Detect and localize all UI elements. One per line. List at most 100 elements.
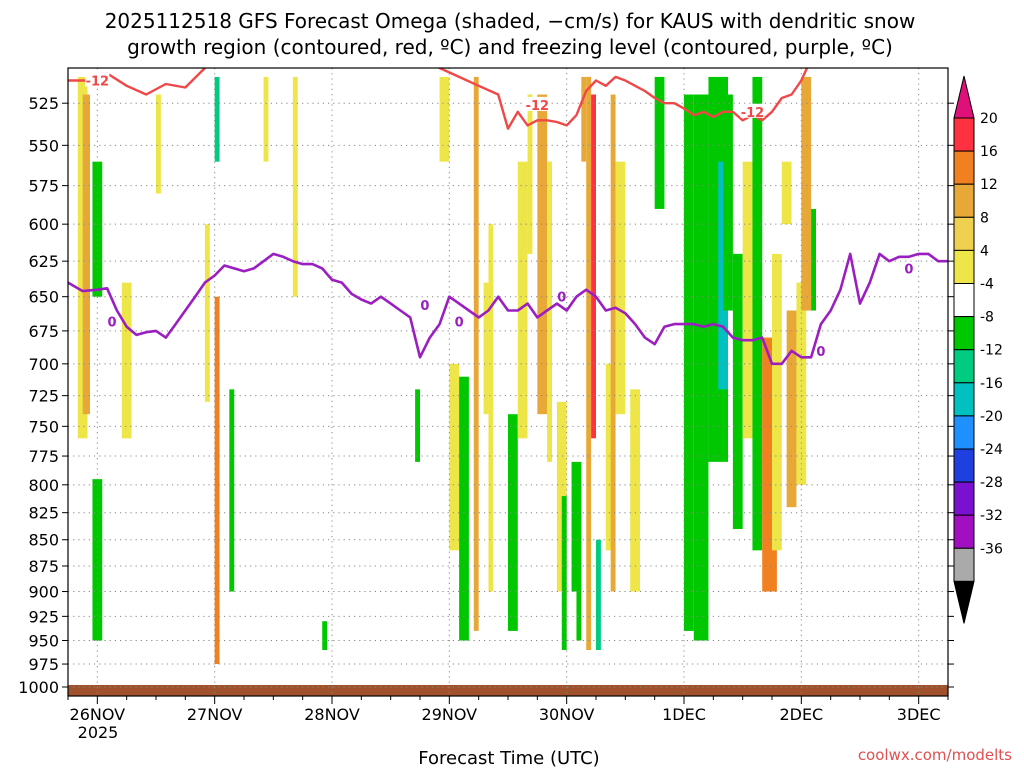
snow-contour-label: -12: [526, 99, 550, 114]
omega-patch-38: [684, 94, 694, 631]
grid-lines: [68, 68, 948, 696]
omega-patch-12: [322, 621, 328, 650]
x-axis-label: Forecast Time (UTC): [418, 748, 599, 768]
snow-contour-label: -12: [741, 106, 765, 121]
colorbar-label-4: 4: [980, 243, 989, 259]
xtick-label-26NOV: 26NOV: [70, 705, 126, 724]
colorbar-swatch-4: [953, 249, 975, 284]
colorbar-label--24: -24: [980, 442, 1003, 458]
ytick-label-925: 925: [28, 607, 59, 626]
y-axis: 525 550 575 600 625 650 675 700 725 750 775 800 825 8…: [18, 94, 954, 697]
colorbar-label--12: -12: [980, 343, 1003, 359]
colorbar-label--20: -20: [980, 409, 1003, 425]
omega-patch-11: [292, 76, 298, 297]
omega-patch-32: [596, 539, 601, 650]
omega-patch-3: [92, 479, 103, 641]
colorbar-swatch-8: [953, 382, 975, 417]
colorbar: 20 16 12 8 4 -4 -8 -12 -16 -20 -24 -28 -32 -36: [953, 75, 1003, 624]
ytick-label-675: 675: [28, 322, 59, 341]
freezing-contour-label: 0: [557, 291, 566, 306]
omega-patch-17: [473, 76, 479, 631]
xtick-label-27NOV: 27NOV: [187, 705, 243, 724]
omega-patch-20: [508, 414, 518, 631]
omega-patch-35: [615, 161, 626, 415]
omega-patch-7: [214, 76, 220, 162]
omega-patch-45: [752, 76, 763, 551]
omega-patch-29: [581, 76, 587, 162]
omega-patch-1: [82, 94, 90, 415]
colorbar-label--16: -16: [980, 376, 1003, 392]
colorbar-label-16: 16: [980, 144, 998, 160]
ytick-label-850: 850: [28, 531, 59, 550]
omega-patch-48: [781, 161, 792, 225]
colorbar-swatch-1: [953, 150, 975, 185]
colorbar-swatch-10: [953, 448, 975, 483]
chart-title-line2: growth region (contoured, red, ºC) and f…: [127, 35, 893, 59]
ground-band: [68, 684, 948, 696]
freezing-contour-label: 0: [107, 315, 116, 330]
omega-patch-36: [630, 389, 640, 592]
ytick-label-800: 800: [28, 476, 59, 495]
colorbar-label--28: -28: [980, 475, 1003, 491]
ytick-label-875: 875: [28, 557, 59, 576]
colorbar-swatch-12: [953, 514, 975, 549]
omega-patch-49: [786, 310, 797, 508]
omega-patch-15: [449, 363, 460, 551]
omega-patch-19: [488, 224, 494, 592]
xtick-label-2DEC: 2DEC: [779, 705, 823, 724]
ytick-label-750: 750: [28, 417, 59, 436]
xtick-label-28NOV: 28NOV: [304, 705, 360, 724]
colorbar-top-arrow: [953, 75, 975, 119]
ytick-label-625: 625: [28, 252, 59, 271]
x-axis: 26NOV 27NOV 28NOV 29NOV 30NOV 1DEC 2DEC 3DEC: [67, 696, 949, 724]
ground-surface-layer: [68, 684, 948, 696]
omega-patch-44: [742, 161, 753, 439]
omega-patch-6: [204, 224, 210, 402]
credit-text: coolwx.com/modelts: [858, 746, 1012, 764]
ytick-label-725: 725: [28, 387, 59, 406]
colorbar-swatch-9: [953, 415, 975, 450]
ytick-label-775: 775: [28, 447, 59, 466]
omega-patch-50: [796, 282, 807, 485]
contour-lines: -12 -12 -12 0 0 0 0 0 0: [67, 68, 948, 366]
freezing-contour-label: 0: [455, 315, 464, 330]
omega-patch-18: [483, 282, 489, 415]
colorbar-swatch-0: [953, 117, 975, 152]
ytick-label-700: 700: [28, 355, 59, 374]
colorbar-label--32: -32: [980, 508, 1003, 524]
omega-patch-43: [732, 253, 743, 530]
xtick-label-3DEC: 3DEC: [897, 705, 941, 724]
ytick-label-550: 550: [28, 136, 59, 155]
colorbar-label-8: 8: [980, 210, 989, 226]
omega-patch-24: [547, 161, 552, 462]
omega-patch-52: [811, 208, 816, 311]
omega-patch-26: [561, 496, 567, 650]
colorbar-swatch-13: [953, 547, 975, 582]
freezing-contour-label: 0: [904, 262, 913, 277]
ytick-label-575: 575: [28, 177, 59, 196]
omega-patch-4: [121, 282, 132, 439]
omega-patch-37: [654, 76, 665, 209]
xtick-label-29NOV: 29NOV: [422, 705, 478, 724]
colorbar-label--8: -8: [980, 310, 994, 326]
ytick-label-975: 975: [28, 655, 59, 674]
ytick-label-600: 600: [28, 215, 59, 234]
omega-patch-31: [591, 94, 596, 439]
omega-patch-8: [214, 296, 220, 665]
omega-patch-14: [439, 76, 450, 162]
omega-patch-39: [693, 94, 709, 641]
omega-patch-9: [229, 389, 235, 592]
omega-patch-47: [772, 253, 782, 551]
x-axis-year: 2025: [78, 723, 119, 742]
omega-patch-13: [415, 389, 420, 462]
omega-patch-5: [156, 94, 161, 194]
chart-title-line1: 2025112518 GFS Forecast Omega (shaded, −…: [105, 9, 916, 33]
ytick-label-650: 650: [28, 288, 59, 307]
colorbar-swatch-5: [953, 283, 975, 318]
freezing-level-contour: [67, 252, 948, 366]
colorbar-swatch-11: [953, 481, 975, 516]
omega-patch-23: [537, 94, 548, 415]
colorbar-bottom-arrow: [953, 580, 975, 624]
snow-contour-label: -12: [86, 74, 110, 89]
